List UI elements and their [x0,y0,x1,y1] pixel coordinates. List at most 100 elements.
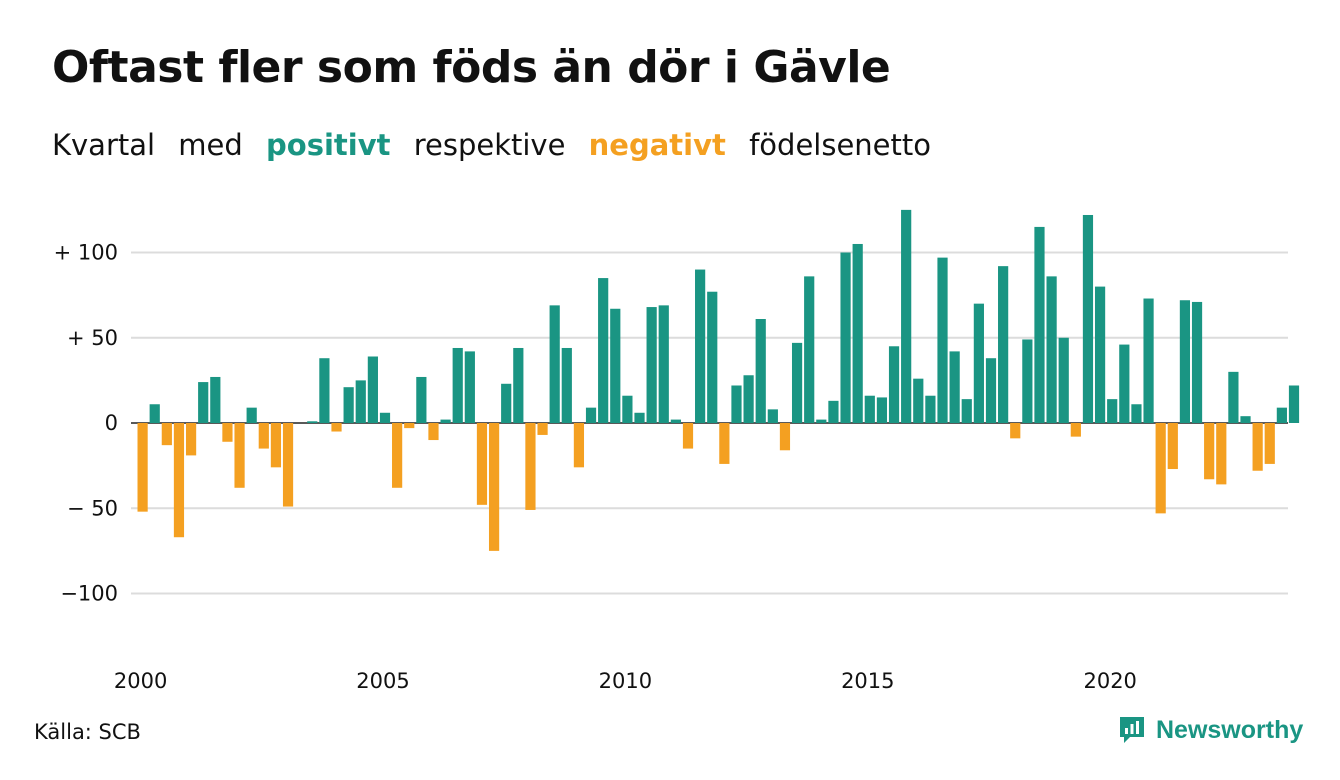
bar-positive [901,209,912,424]
bar-positive [585,407,597,423]
bar-negative [331,423,342,432]
bar-negative [1216,423,1227,485]
subtitle-negative-label: negativt [588,128,726,162]
bar-positive [367,356,378,423]
bar-positive [695,269,706,423]
bar-negative [488,423,500,551]
bar-negative [476,423,488,505]
bar-positive [379,412,391,423]
bar-positive [658,305,669,424]
bar-positive [513,347,524,423]
subtitle-positive-label: positivt [266,128,391,162]
bar-positive [743,375,754,423]
bar-positive [1228,371,1239,423]
chart-title: Oftast fler som föds än dör i Gävle [52,42,891,93]
bar-positive [1094,286,1106,423]
bar-negative [161,423,172,446]
x-tick-label: 2015 [841,669,894,693]
bar-positive [246,407,257,423]
source-note: Källa: SCB [34,720,141,744]
bar-positive [634,412,645,423]
bar-negative [282,423,294,507]
bar-negative [573,423,585,468]
chart-subtitle: Kvartal med positivt respektive negativt… [52,128,945,162]
bar-positive [416,376,427,423]
y-tick-label: + 100 [54,241,118,265]
bar-positive [307,421,318,424]
bar-negative [173,423,185,538]
x-tick-label: 2000 [114,669,167,693]
axis-labels: + 100 + 50 0 − 50 −100 2000 2005 2010 2015 2020 [54,241,1137,694]
y-tick-label: −100 [60,582,118,606]
bar-negative [537,423,548,435]
bar-positive [1082,214,1094,423]
bar-positive [755,319,766,424]
bar-negative [525,423,536,510]
bar-positive [549,305,560,424]
bar-positive [1191,301,1203,423]
brand-logo: Newsworthy [1118,712,1303,748]
subtitle-word: med [178,128,243,162]
bar-negative [258,423,269,449]
bar-negative [719,423,730,464]
subtitle-word: respektive [413,128,566,162]
bar-positive [1119,344,1130,423]
bar-positive [355,380,366,424]
bar-positive [816,419,827,423]
bar-positive [804,276,815,423]
bar-negative [1010,423,1021,439]
bar-positive [707,291,718,423]
bar-positive [1276,407,1287,423]
bar-positive [622,395,633,423]
subtitle-word: Kvartal [52,128,156,162]
bar-positive [198,382,209,423]
bar-positive [998,266,1009,423]
bar-positive [1058,337,1069,423]
bar-positive [598,278,609,423]
bar-negative [1204,423,1215,480]
bar-positive [828,400,839,423]
bar-positive [1034,226,1045,423]
bar-positive [343,387,354,423]
bar-negative [185,423,197,456]
bar-negative [1167,423,1178,470]
bar-positive [876,397,888,424]
bar-positive [985,358,997,423]
x-tick-label: 2020 [1083,669,1136,693]
bar-positive [913,378,924,423]
bar-positive [791,342,803,424]
bar-positive [561,347,572,423]
x-tick-label: 2005 [356,669,409,693]
bar-negative [1264,423,1275,464]
subtitle-word: födelsenetto [749,128,931,162]
bars [137,209,1300,551]
bar-positive [1131,404,1142,424]
bar-positive [961,399,972,423]
bar-positive [937,257,948,424]
brand-name: Newsworthy [1156,715,1304,744]
bar-positive [464,351,475,423]
bar-chart-icon [1118,715,1146,745]
bar-negative [404,423,415,429]
bar-positive [670,419,681,423]
bar-positive [864,395,875,423]
bar-positive [1288,385,1300,423]
bar-positive [973,303,984,423]
bar-positive [1046,276,1057,423]
y-tick-label: + 50 [67,326,118,350]
bar-positive [949,351,960,423]
bar-positive [1022,339,1033,423]
bar-negative [222,423,233,442]
bar-negative [392,423,403,488]
bar-positive [610,308,621,423]
bar-positive [646,307,657,423]
bar-positive [888,346,900,423]
bar-negative [428,423,439,441]
bar-negative [234,423,245,488]
bar-positive [149,404,160,424]
bar-negative [682,423,694,449]
bar-positive [731,385,742,423]
bar-negative [137,423,148,512]
bar-positive [1107,399,1118,423]
